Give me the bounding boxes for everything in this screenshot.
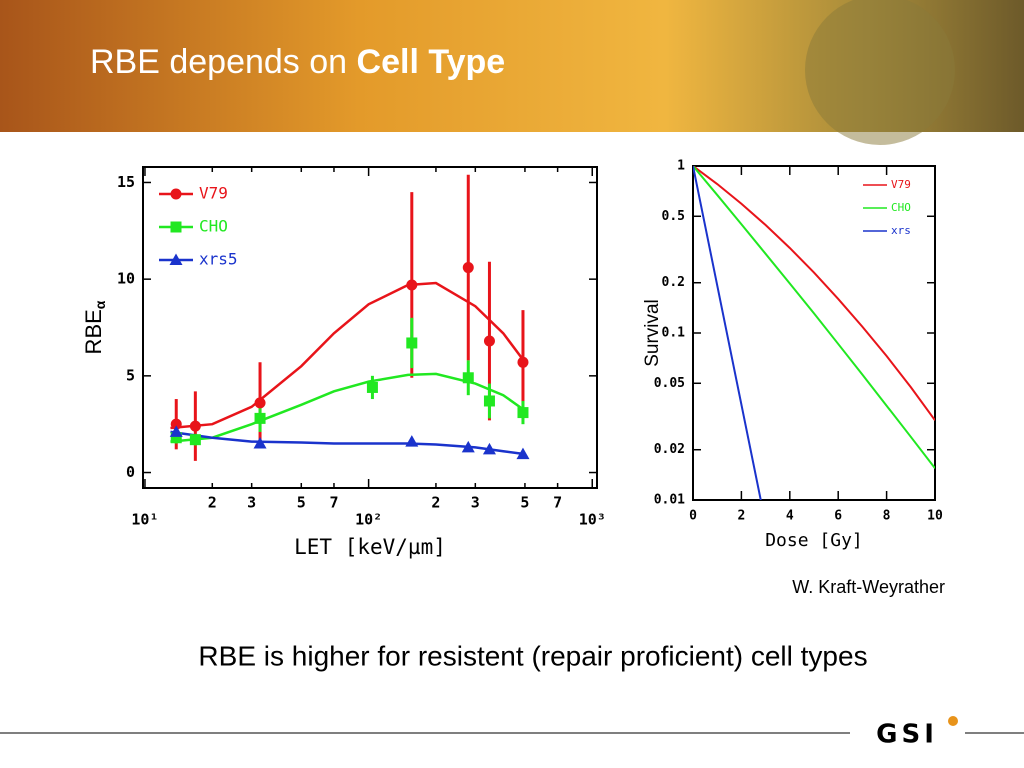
data-point — [462, 262, 474, 274]
x-tick-label: 4 — [786, 509, 794, 524]
data-point — [516, 447, 530, 460]
slide-title: RBE depends on Cell Type — [90, 43, 505, 81]
x-tick-label: 10¹ — [131, 511, 158, 529]
y-axis-label: Survival — [642, 299, 663, 367]
logo: GSI — [876, 720, 938, 750]
data-point — [169, 425, 183, 437]
data-point — [482, 442, 496, 455]
y-axis-label-sub: α — [92, 300, 108, 309]
y-tick-label: 0.02 — [654, 442, 685, 457]
fit-curve — [170, 372, 526, 443]
data-point — [189, 434, 201, 446]
y-tick-label: 15 — [117, 173, 135, 191]
survival-curve — [693, 166, 762, 500]
legend-marker — [170, 221, 182, 233]
x-tick-label: 6 — [834, 509, 842, 524]
x-tick-label: 3 — [247, 494, 256, 512]
legend-label: xrs5 — [199, 250, 238, 269]
x-axis-label: Dose [Gy] — [765, 530, 863, 551]
x-tick-label: 10² — [355, 511, 382, 529]
plot-frame — [142, 166, 598, 489]
data-point — [366, 381, 378, 393]
y-tick-label: 0.2 — [662, 275, 685, 290]
fit-curve — [170, 281, 526, 430]
legend-label: CHO — [199, 217, 228, 236]
legend-marker — [169, 253, 183, 265]
caption: RBE is higher for resistent (repair prof… — [198, 640, 867, 671]
y-axis-label: RBEα — [81, 300, 108, 354]
x-tick-label: 2 — [737, 509, 745, 524]
data-point — [517, 407, 529, 419]
x-axis-label: LET [keV/µm] — [294, 535, 446, 559]
x-tick-label: 2 — [208, 494, 217, 512]
data-point — [461, 440, 475, 453]
x-tick-label: 0 — [689, 509, 697, 524]
logo-dot — [948, 716, 958, 726]
y-tick-label: 0.05 — [654, 376, 685, 391]
y-tick-label: 0.1 — [662, 326, 686, 341]
data-point — [253, 437, 267, 449]
x-tick-label: 7 — [553, 494, 562, 512]
data-point — [406, 279, 418, 291]
data-point — [170, 418, 182, 430]
credit: W. Kraft-Weyrather — [792, 577, 945, 597]
x-tick-label: 5 — [520, 494, 529, 512]
y-tick-label: 5 — [126, 366, 135, 384]
data-point — [483, 335, 495, 347]
plot-area — [693, 166, 935, 500]
y-axis-label-main: Survival — [642, 299, 663, 367]
legend-label: V79 — [891, 178, 911, 191]
plot-frame — [692, 165, 936, 501]
y-tick-label: 0.01 — [654, 493, 685, 508]
data-point — [483, 395, 495, 407]
y-tick-label: 0 — [126, 463, 135, 481]
x-tick-label: 3 — [471, 494, 480, 512]
x-tick-label: 10³ — [579, 511, 606, 529]
y-tick-label: 0.5 — [662, 209, 685, 224]
x-tick-label: 2 — [431, 494, 440, 512]
data-point — [254, 397, 266, 409]
data-point — [517, 356, 529, 368]
survival-curve — [693, 166, 935, 421]
x-tick-label: 10 — [927, 509, 943, 524]
legend-label: CHO — [891, 201, 911, 214]
legend-label: V79 — [199, 184, 228, 203]
fit-curve — [170, 430, 526, 456]
y-tick-label: 1 — [677, 159, 685, 174]
data-point — [189, 420, 201, 432]
legend-label: xrs — [891, 224, 911, 237]
y-axis-label-main: RBE — [81, 309, 106, 354]
data-point — [405, 435, 419, 447]
y-tick-label: 10 — [117, 270, 135, 288]
x-tick-label: 7 — [329, 494, 338, 512]
survival-curve — [693, 166, 935, 469]
x-tick-label: 8 — [883, 509, 891, 524]
legend-marker — [170, 188, 182, 200]
data-point — [254, 412, 266, 424]
data-point — [406, 337, 418, 349]
data-point — [170, 432, 182, 444]
x-tick-label: 5 — [297, 494, 306, 512]
data-point — [462, 372, 474, 384]
banner-decor — [805, 0, 955, 145]
